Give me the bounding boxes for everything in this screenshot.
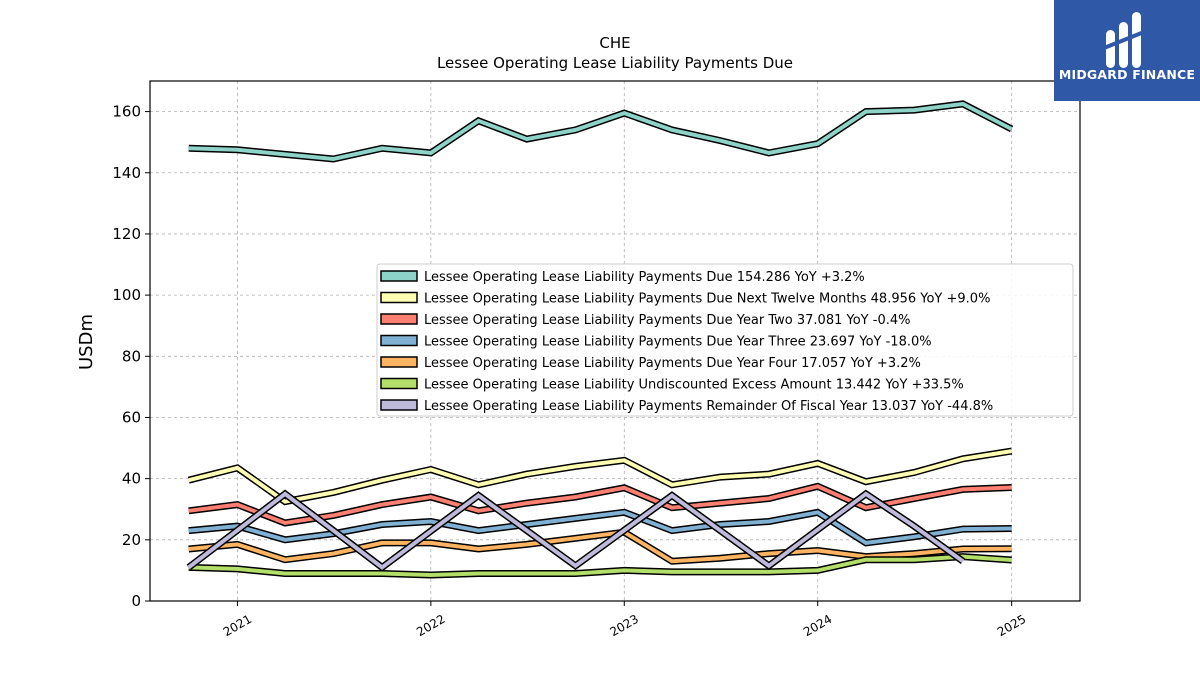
legend-swatch: [380, 270, 418, 282]
y-tick-label: 20: [122, 531, 141, 549]
series-stroke: [188, 530, 1012, 564]
legend-label: Lessee Operating Lease Liability Payment…: [424, 335, 932, 350]
series-3-line: [188, 482, 1012, 527]
series-stroke: [188, 449, 1012, 504]
legend-swatch: [380, 399, 418, 411]
legend-item: Lessee Operating Lease Liability Payment…: [380, 291, 990, 307]
series-stroke: [188, 484, 1012, 526]
brand-name: MIDGARD FINANCE: [1058, 67, 1196, 82]
midgard-logo-icon: [1103, 12, 1145, 68]
legend-swatch: [380, 377, 418, 390]
series-1-line: [188, 100, 1014, 163]
legend-label: Lessee Operating Lease Liability Payment…: [424, 356, 921, 371]
legend-item: Lessee Operating Lease Liability Payment…: [380, 356, 921, 371]
legend-item: Lessee Operating Lease Liability Payment…: [380, 313, 910, 328]
legend-item: Lessee Operating Lease Liability Payment…: [380, 334, 932, 350]
brand-logo: MIDGARD FINANCE: [1054, 0, 1200, 101]
chart-subtitle: Lessee Operating Lease Liability Payment…: [437, 54, 793, 72]
y-tick-label: 160: [112, 103, 141, 121]
legend-label: Lessee Operating Lease Liability Payment…: [424, 313, 910, 328]
series-2-line: [187, 447, 1013, 506]
series-layer: [186, 100, 1014, 579]
legend-swatch: [380, 313, 418, 325]
y-tick-label: 100: [112, 286, 141, 304]
series-stroke: [188, 510, 1012, 545]
legend-swatch: [380, 291, 418, 304]
legend-label: Lessee Operating Lease Liability Undisco…: [424, 378, 964, 393]
x-tick-label: 2023: [608, 612, 641, 639]
y-axis-label: USDm: [76, 314, 97, 370]
legend-box: [376, 263, 1074, 417]
legend-label: Lessee Operating Lease Liability Payment…: [424, 399, 993, 414]
y-tick-label: 0: [131, 592, 141, 610]
series-stroke: [187, 491, 965, 570]
y-tick-label: 120: [112, 225, 141, 243]
y-tick-label: 40: [122, 470, 141, 488]
legend-item: Lessee Operating Lease Liability Undisco…: [380, 377, 964, 393]
legend: Lessee Operating Lease Liability Payment…: [376, 263, 1074, 417]
y-tick-label: 60: [122, 408, 141, 426]
plot-frame: [149, 80, 1081, 602]
series-6-line: [188, 553, 1012, 579]
series-4-line: [188, 508, 1012, 547]
legend-swatch: [380, 334, 418, 347]
y-tick-label: 140: [112, 164, 141, 182]
series-stroke: [188, 554, 1012, 578]
legend-swatch: [380, 356, 418, 368]
chart-title: CHE: [599, 34, 630, 52]
legend-item: Lessee Operating Lease Liability Payment…: [380, 270, 865, 285]
legend-label: Lessee Operating Lease Liability Payment…: [424, 270, 865, 285]
series-7-line: [186, 489, 965, 572]
x-tick-label: 2022: [414, 612, 447, 639]
series-stroke: [188, 101, 1013, 162]
x-tick-label: 2025: [995, 612, 1028, 639]
x-tick-label: 2021: [221, 612, 254, 639]
legend-label: Lessee Operating Lease Liability Payment…: [424, 292, 990, 307]
series-5-line: [188, 528, 1012, 565]
y-tick-label: 80: [122, 347, 141, 365]
legend-item: Lessee Operating Lease Liability Payment…: [380, 399, 993, 414]
x-tick-label: 2024: [801, 612, 834, 639]
